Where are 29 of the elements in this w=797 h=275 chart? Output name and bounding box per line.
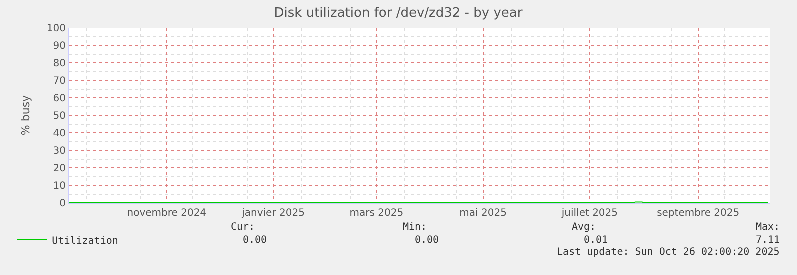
y-tick-label: 80 bbox=[53, 58, 66, 70]
chart-title: Disk utilization for /dev/zd32 - by year bbox=[274, 6, 524, 22]
y-tick-label: 20 bbox=[53, 164, 66, 174]
y-tick-label: 40 bbox=[53, 128, 66, 140]
x-tick-label: septembre 2025 bbox=[657, 208, 740, 219]
text: Max: bbox=[756, 222, 780, 233]
y-tick-label: 50 bbox=[53, 111, 66, 122]
x-tick-label: mars 2025 bbox=[350, 208, 404, 219]
y-axis-title: % busy bbox=[20, 94, 33, 136]
x-tick-label: mai 2025 bbox=[460, 208, 507, 219]
text: 0.01 bbox=[584, 235, 608, 246]
y-tick-label: 30 bbox=[53, 146, 66, 157]
y-tick-label: 0 bbox=[60, 198, 66, 210]
y-tick-label: 10 bbox=[53, 181, 66, 192]
text: 0.00 bbox=[243, 235, 268, 246]
text: Min: bbox=[403, 222, 428, 233]
y-tick-label: 60 bbox=[53, 94, 66, 104]
text: Cur: bbox=[231, 222, 256, 233]
text: Last update: Sun Oct 26 02:00:20 2025 bbox=[557, 247, 780, 258]
text: 0.00 bbox=[415, 235, 440, 246]
x-tick-label: juillet 2025 bbox=[560, 208, 618, 219]
legend-label: Utilization bbox=[52, 236, 118, 247]
y-tick-label: 70 bbox=[53, 76, 66, 87]
y-tick-label: 100 bbox=[46, 24, 66, 34]
text: 7.11 bbox=[756, 235, 780, 246]
x-tick-label: janvier 2025 bbox=[241, 208, 305, 219]
text: Avg: bbox=[572, 222, 596, 233]
x-tick-label: novembre 2024 bbox=[127, 208, 207, 219]
y-tick-label: 90 bbox=[53, 41, 66, 52]
